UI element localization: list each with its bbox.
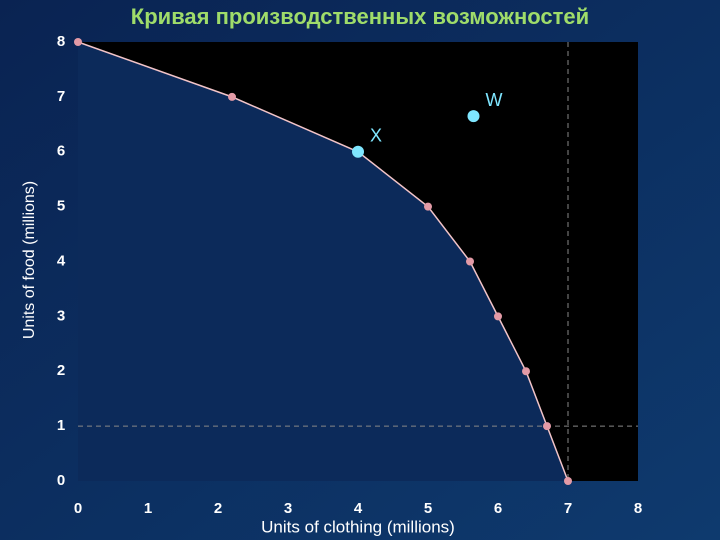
marker [494,312,502,321]
x-tick-label: 0 [74,500,82,517]
marker [74,38,82,46]
x-tick-label: 7 [564,500,572,517]
x-tick-label: 4 [354,500,363,517]
marker [522,367,530,376]
y-tick-label: 1 [57,417,65,434]
x-tick-label: 2 [214,500,222,517]
y-tick-label: 6 [57,143,65,160]
x-tick-label: 5 [424,500,432,517]
marker [466,257,474,266]
marker [543,422,551,431]
y-tick-label: 4 [57,252,66,269]
y-tick-label: 0 [57,472,65,489]
y-tick-label: 5 [57,198,65,215]
y-tick-label: 3 [57,307,65,324]
point-label: X [370,126,382,146]
point [467,110,480,123]
x-axis-label: Units of clothing (millions) [261,517,455,536]
x-tick-label: 1 [144,500,152,517]
marker [424,202,432,211]
area-under-curve [78,42,568,481]
chart-title: Кривая производственных возможностей [131,4,589,29]
y-tick-label: 8 [57,33,65,50]
point [352,145,364,158]
marker [564,477,572,485]
marker [228,92,236,101]
y-tick-label: 2 [57,362,65,379]
y-axis-label: Units of food (millions) [21,181,38,339]
x-tick-label: 8 [634,500,642,517]
point-label: W [486,90,503,110]
x-tick-label: 3 [284,500,292,517]
x-tick-label: 6 [494,500,502,517]
y-tick-label: 7 [57,88,65,105]
